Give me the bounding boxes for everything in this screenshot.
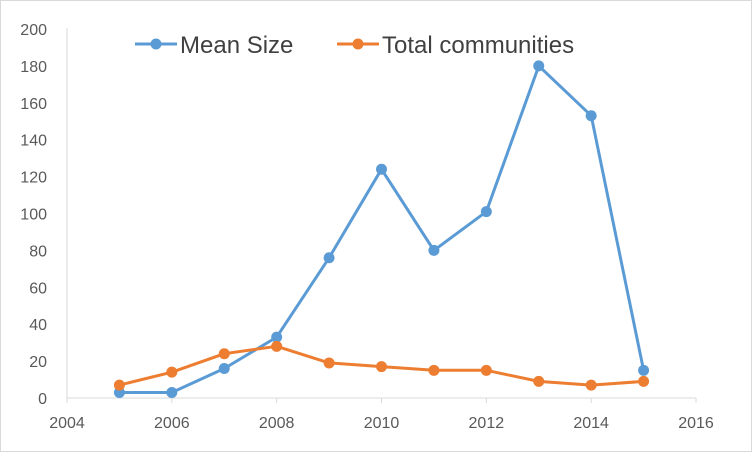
mean-size-point	[585, 110, 597, 122]
total-communities-point	[480, 364, 492, 376]
x-tick-label: 2010	[364, 415, 400, 432]
y-tick-label: 200	[20, 22, 47, 39]
mean-size-point	[323, 252, 335, 264]
y-tick-label: 60	[29, 280, 47, 297]
total-communities-point	[638, 375, 650, 387]
mean-size-point	[218, 362, 230, 374]
y-tick-label: 40	[29, 317, 47, 334]
x-tick-label: 2006	[154, 415, 190, 432]
mean-size-line	[119, 64, 646, 394]
total-communities-point	[585, 379, 597, 391]
mean-size-point	[638, 364, 650, 376]
y-tick-label: 20	[29, 354, 47, 371]
mean-size-legend-marker	[150, 38, 162, 50]
y-tick-label: 180	[20, 59, 47, 76]
x-tick-label: 2014	[573, 415, 609, 432]
mean-size-point	[271, 331, 283, 343]
mean-size-point	[166, 386, 178, 398]
legend: Mean Size Total communities	[135, 32, 574, 59]
mean-size-point	[428, 244, 440, 256]
axes-group: 0 20 40 60 80 100 120 140 160 180 200 2004 2006 2008 2…	[20, 22, 714, 432]
mean-size-point	[376, 163, 387, 175]
y-tick-label: 0	[38, 391, 47, 408]
x-tick-label: 2008	[259, 415, 295, 432]
total-communities-point	[113, 379, 125, 391]
x-tick-label: 2016	[678, 415, 714, 432]
total-communities-legend-marker	[352, 38, 364, 50]
total-communities-legend-label: Total communities	[382, 32, 574, 59]
total-communities-point	[218, 348, 230, 360]
total-communities-point	[428, 364, 440, 376]
total-communities-point	[323, 357, 335, 369]
y-tick-label: 140	[20, 133, 47, 150]
y-tick-label: 160	[20, 96, 47, 113]
total-communities-point	[533, 375, 545, 387]
mean-size-point	[533, 60, 545, 72]
total-communities-point	[271, 340, 283, 352]
x-tick-label: 2004	[49, 415, 85, 432]
mean-size-point	[480, 206, 492, 218]
total-communities-point	[376, 361, 387, 373]
x-tick-label: 2012	[469, 415, 505, 432]
series-group	[113, 60, 650, 398]
y-tick-label: 120	[20, 170, 47, 187]
y-tick-label: 100	[20, 207, 47, 224]
total-communities-point	[166, 366, 178, 378]
mean-size-legend-label: Mean Size	[180, 32, 293, 59]
y-tick-label: 80	[29, 243, 47, 260]
